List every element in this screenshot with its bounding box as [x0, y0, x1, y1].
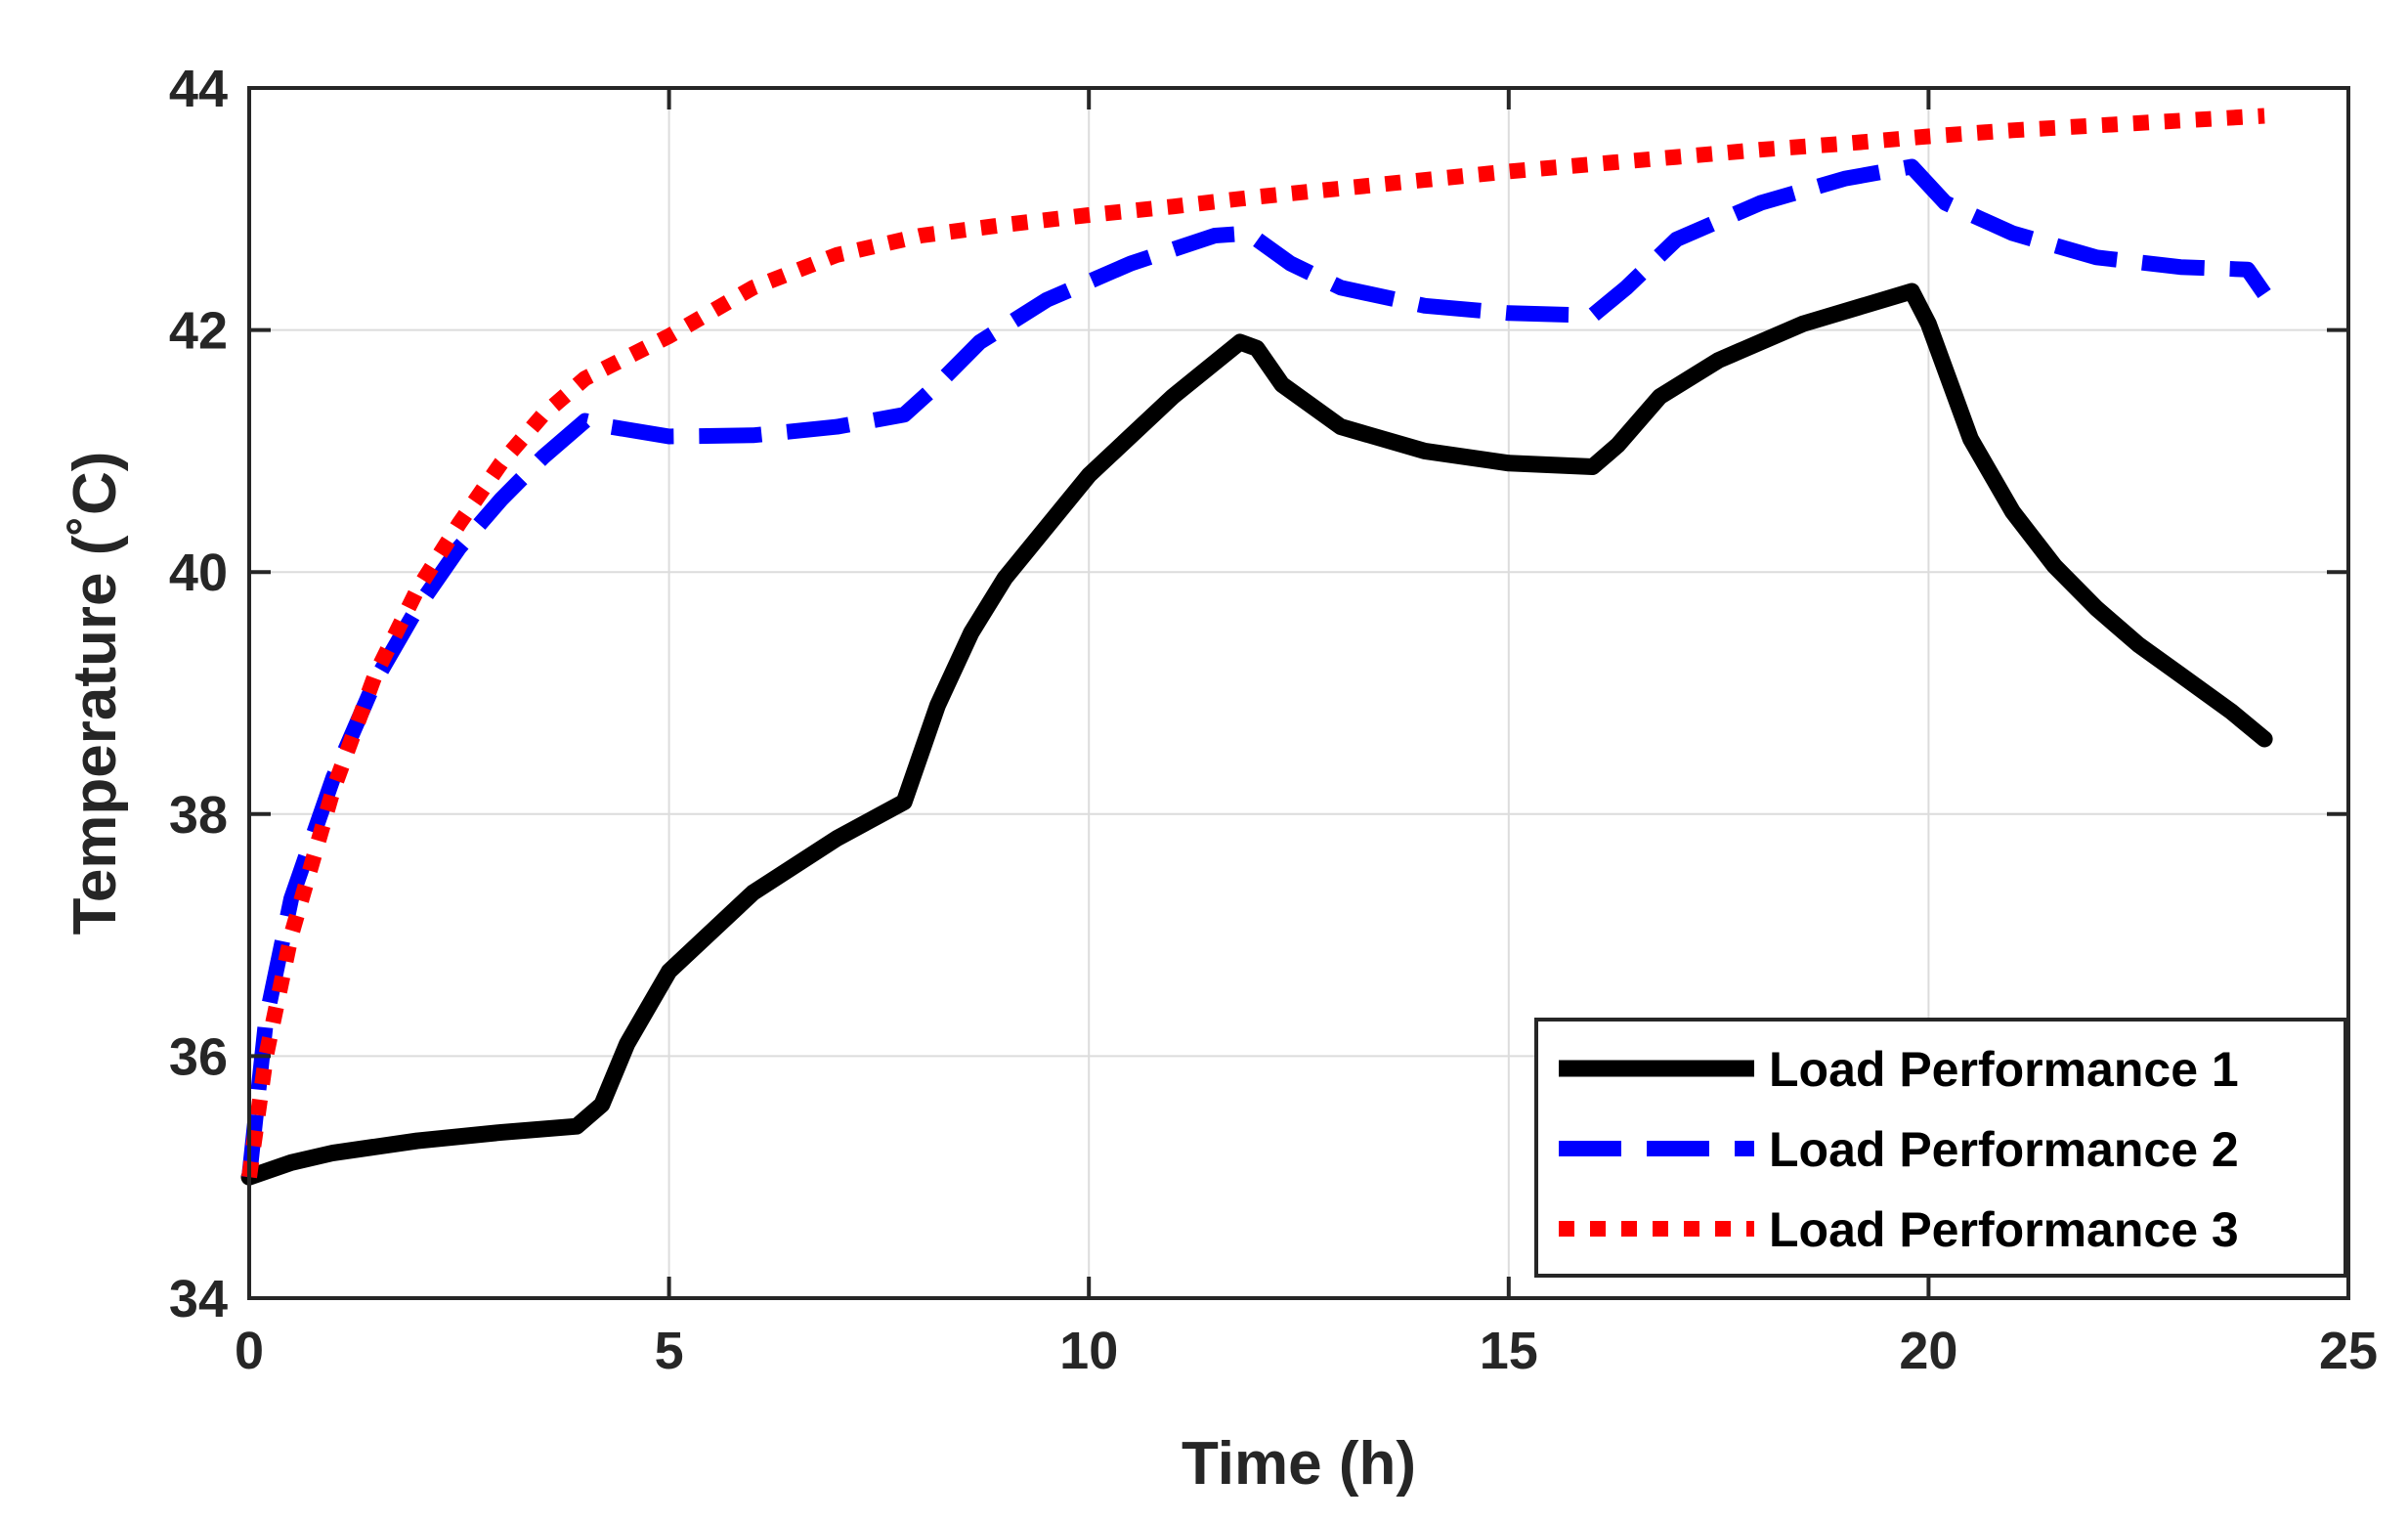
legend-items: Load Performance 1 Load Performance 2 Load…: [1559, 1042, 2239, 1257]
y-tick-label: 44: [169, 60, 228, 118]
x-tick-label: 25: [2319, 1322, 2378, 1380]
grid-layer: [249, 88, 2348, 1298]
y-tick-label: 42: [169, 302, 228, 361]
y-tick-label: 34: [169, 1270, 228, 1328]
legend-label-3: Load Performance 3: [1769, 1202, 2239, 1257]
y-tick-label: 38: [169, 786, 228, 845]
y-tick-label: 36: [169, 1027, 228, 1086]
legend-label-2: Load Performance 2: [1769, 1122, 2239, 1177]
legend: Load Performance 1 Load Performance 2 Load…: [1534, 1018, 2347, 1278]
y-tick-label: 40: [169, 544, 228, 602]
tick-layer: 0 5 10 15 20 25 34 36 38 40 42 44: [169, 60, 2378, 1380]
x-tick-label: 0: [235, 1322, 264, 1380]
series-line-3: [241, 108, 2265, 1179]
plot-area-frame: [247, 86, 2350, 1300]
y-axis-label: Temperature (˚C): [62, 452, 129, 935]
x-tick-label: 15: [1480, 1322, 1538, 1380]
x-tick-label: 10: [1059, 1322, 1118, 1380]
x-tick-label: 5: [655, 1322, 684, 1380]
series-line-1: [240, 283, 2273, 1186]
x-tick-label: 20: [1899, 1322, 1957, 1380]
series-layer: [240, 108, 2273, 1186]
legend-label-1: Load Performance 1: [1769, 1042, 2239, 1097]
series-line-2: [241, 158, 2271, 1179]
x-axis-label: Time (h): [1182, 1430, 1416, 1498]
